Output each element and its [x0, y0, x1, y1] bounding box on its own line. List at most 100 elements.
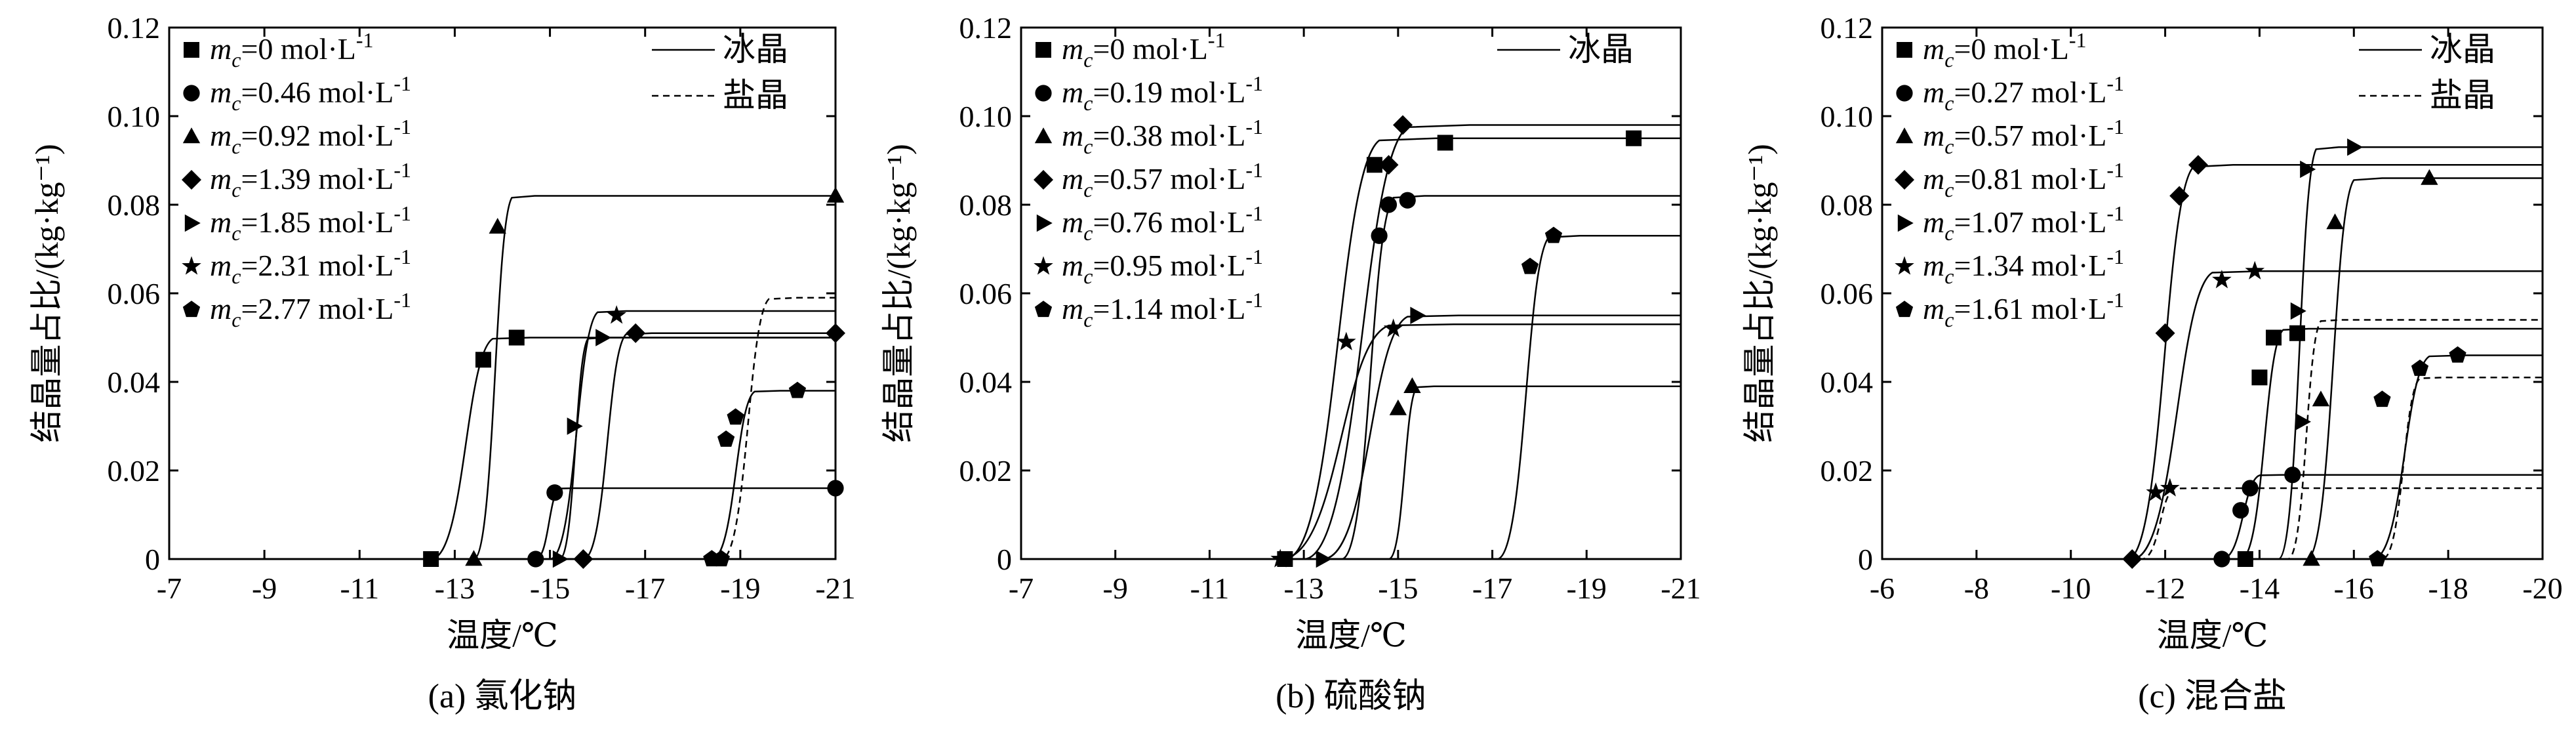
data-point-pentagon	[727, 408, 744, 425]
data-point-triangle-right	[567, 417, 583, 435]
ice-curve	[1882, 270, 2543, 559]
data-point-triangle-up	[1389, 399, 1407, 415]
legend-entry: mc=0.38 mol·L-1	[1062, 115, 1263, 158]
legend-marker-circle	[183, 85, 200, 102]
x-tick-label: -15	[1378, 572, 1418, 605]
salt-curve	[1882, 377, 2543, 559]
legend-marker-pentagon	[182, 301, 201, 318]
legend-marker-diamond	[182, 170, 201, 190]
legend-entry: mc=0.57 mol·L-1	[1923, 115, 2124, 158]
x-tick-label: -8	[1964, 572, 1989, 605]
caption-nacl: (a) 氯化钠	[428, 678, 577, 715]
legend-entry: mc=0.19 mol·L-1	[1062, 72, 1263, 115]
data-point-square	[2237, 551, 2253, 567]
panel-mixed-salt: -6 -8 -10 -12 -14 -16 -18 -20 0 0.02 0.04 0.06 0.08 0…	[1741, 11, 2563, 654]
legend-entry: mc=1.07 mol·L-1	[1923, 201, 2124, 245]
x-tick-label: -15	[530, 572, 570, 605]
y-tick-label: 0.02	[1821, 454, 1874, 488]
data-point-circle	[2242, 480, 2259, 497]
salt-curve	[1882, 319, 2543, 559]
data-point-square	[475, 352, 491, 368]
ice-curve	[1882, 177, 2543, 559]
legend-marker-triangle-up	[1895, 127, 1914, 144]
x-axis-label: 温度/℃	[447, 617, 558, 654]
data-point-triangle-right	[1316, 550, 1332, 568]
data-point-square	[2289, 325, 2305, 341]
x-tick-label: -16	[2334, 572, 2374, 605]
legend-entry: mc=0.81 mol·L-1	[1923, 158, 2124, 201]
ice-curve	[1021, 323, 1681, 559]
data-point-circle	[546, 484, 563, 501]
legend-entry: mc=2.77 mol·L-1	[210, 288, 411, 331]
data-point-diamond	[2188, 155, 2208, 175]
data-point-square	[508, 329, 525, 346]
y-tick-label: 0	[997, 543, 1012, 576]
data-point-pentagon	[1544, 226, 1563, 243]
data-point-triangle-up	[1403, 377, 1421, 393]
data-point-diamond	[2122, 549, 2143, 569]
x-tick-label: -17	[625, 572, 665, 605]
legend-curve-label: 冰晶	[2430, 31, 2495, 68]
data-point-diamond	[2155, 323, 2175, 343]
legend-marker-diamond	[1034, 170, 1053, 190]
ice-curve	[1882, 474, 2543, 559]
y-tick-label: 0.04	[108, 365, 161, 399]
data-point-triangle-right	[2295, 413, 2311, 430]
legend-entry: mc=1.85 mol·L-1	[210, 201, 411, 245]
legend-entry: mc=0.27 mol·L-1	[1923, 72, 2124, 115]
legend-curve-label: 盐晶	[723, 77, 788, 114]
data-point-square	[1437, 135, 1453, 151]
panel-na2so4: -7 -9 -11 -13 -15 -17 -19 -21 0 0.02 0.04 0.06 0.08 0…	[880, 11, 1701, 654]
data-point-diamond	[626, 323, 646, 343]
legend-marker-triangle-right	[184, 214, 201, 232]
data-point-square	[423, 551, 439, 567]
legend-marker-square	[184, 42, 199, 58]
data-point-triangle-right	[1410, 306, 1426, 324]
data-point-circle	[2213, 551, 2230, 568]
legend-entry: mc=0 mol·L-1	[1062, 28, 1226, 72]
legend-entry: mc=0 mol·L-1	[1923, 28, 2087, 72]
caption-mixed-salt: (c) 混合盐	[2138, 678, 2287, 715]
legend-marker-pentagon	[1895, 301, 1914, 318]
data-point-circle	[1399, 192, 1416, 209]
data-point-square	[2266, 329, 2282, 346]
ice-curve	[1021, 314, 1681, 559]
legend-marker-star	[182, 256, 201, 275]
ice-curve	[1882, 146, 2543, 559]
data-point-pentagon	[2411, 359, 2429, 376]
data-point-pentagon	[788, 381, 807, 398]
ice-curve	[1021, 385, 1681, 559]
data-point-pentagon	[712, 550, 730, 567]
y-tick-label: 0.08	[1821, 188, 1874, 222]
data-point-star	[607, 305, 627, 324]
x-axis-label: 温度/℃	[1295, 617, 1407, 654]
y-tick-label: 0	[145, 543, 160, 576]
ice-curve	[169, 332, 835, 559]
data-point-star	[2245, 260, 2265, 280]
y-tick-label: 0.10	[1821, 100, 1874, 133]
data-point-triangle-right	[595, 329, 612, 346]
legend-entry: mc=0.76 mol·L-1	[1062, 201, 1263, 245]
legend-marker-diamond	[1895, 170, 1914, 190]
x-tick-label: -11	[340, 572, 379, 605]
y-tick-label: 0.04	[959, 365, 1013, 399]
data-point-pentagon	[1521, 257, 1539, 274]
legend-entry: mc=1.61 mol·L-1	[1923, 288, 2124, 331]
legend-entry: mc=0 mol·L-1	[210, 28, 374, 72]
legend-marker-pentagon	[1034, 301, 1053, 318]
legend-marker-triangle-up	[182, 127, 201, 144]
y-tick-label: 0.06	[1821, 277, 1874, 310]
ice-curve	[1021, 124, 1681, 559]
y-tick-label: 0.04	[1821, 365, 1874, 399]
data-point-triangle-up	[465, 550, 483, 566]
data-point-star	[2160, 478, 2180, 497]
caption-na2so4: (b) 硫酸钠	[1276, 678, 1426, 715]
data-point-pentagon	[717, 430, 735, 447]
data-point-star	[2212, 270, 2232, 289]
data-point-circle	[2232, 502, 2249, 519]
data-point-triangle-up	[2312, 390, 2330, 407]
data-point-circle	[1371, 227, 1388, 244]
x-tick-label: -7	[1009, 572, 1034, 605]
ice-curve	[169, 337, 835, 559]
